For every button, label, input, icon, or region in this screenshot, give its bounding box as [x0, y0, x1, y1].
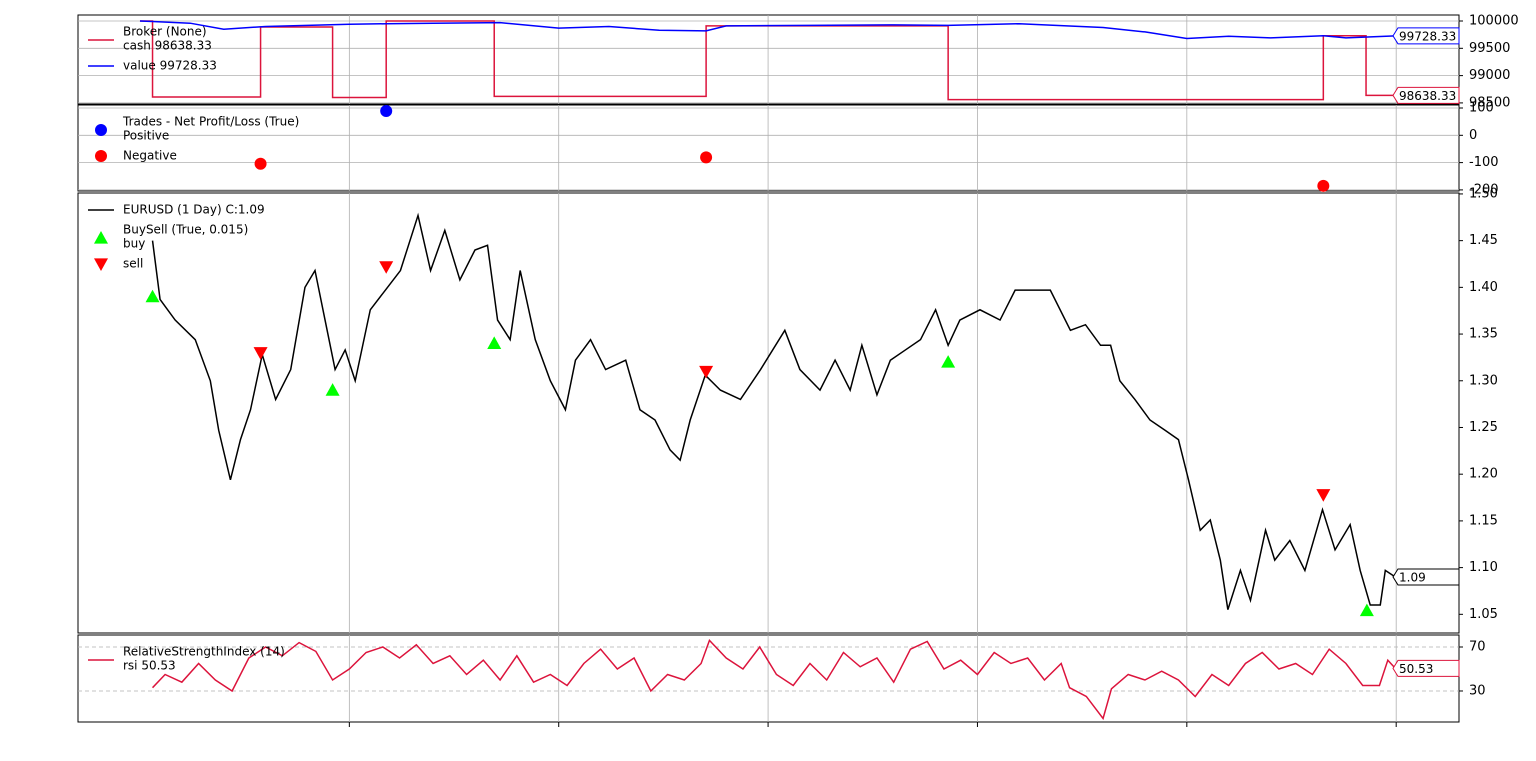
value-box — [1392, 27, 1460, 45]
marker — [145, 289, 160, 303]
y-tick-label: 99000 — [1469, 68, 1510, 83]
legend-label: sell — [123, 257, 143, 271]
y-tick-label: 100 — [1469, 101, 1494, 116]
legend-label: rsi 50.53 — [123, 659, 176, 673]
series-line — [139, 20, 1396, 101]
marker — [699, 365, 714, 379]
legend-group: Broker (None) — [123, 25, 207, 39]
y-tick-label: 100000 — [1469, 14, 1519, 29]
marker — [941, 355, 956, 368]
y-tick-label: 1.50 — [1469, 186, 1498, 201]
marker — [1317, 179, 1330, 192]
marker — [379, 261, 394, 274]
value-label: 1.09 — [1399, 570, 1426, 584]
marker — [487, 336, 502, 350]
legend-group: Trades - Net Profit/Loss (True) — [122, 115, 299, 129]
legend-label: buy — [123, 237, 145, 251]
value-label: 98638.33 — [1399, 89, 1456, 103]
legend-label: Negative — [123, 149, 177, 163]
value-box — [1392, 86, 1460, 104]
series-line — [139, 20, 1396, 40]
panel-frame — [77, 634, 1460, 723]
y-tick-label: -200 — [1469, 182, 1499, 197]
y-tick-label: 70 — [1469, 639, 1486, 654]
marker — [253, 347, 268, 360]
y-tick-label: 1.25 — [1469, 420, 1498, 435]
marker — [700, 151, 713, 164]
y-tick-label: 1.45 — [1469, 233, 1498, 248]
series-line — [151, 212, 1396, 610]
marker — [94, 231, 108, 244]
marker — [1316, 489, 1331, 502]
legend-group: RelativeStrengthIndex (14) — [123, 645, 285, 659]
y-tick-label: 1.30 — [1469, 373, 1498, 388]
marker — [94, 258, 108, 271]
y-tick-label: -100 — [1469, 155, 1499, 170]
y-tick-label: 1.20 — [1469, 467, 1498, 482]
marker — [95, 124, 107, 136]
legend-label: EURUSD (1 Day) C:1.09 — [123, 203, 265, 217]
value-label: 99728.33 — [1399, 29, 1456, 43]
y-tick-label: 98500 — [1469, 95, 1510, 110]
value-box — [1392, 568, 1460, 586]
marker — [325, 383, 340, 396]
value-label: 50.53 — [1399, 662, 1433, 676]
legend-label: value 99728.33 — [123, 59, 217, 73]
legend-label: cash 98638.33 — [123, 39, 212, 53]
marker — [95, 150, 107, 162]
y-tick-label: 1.40 — [1469, 280, 1498, 295]
y-tick-label: 1.05 — [1469, 607, 1498, 622]
y-tick-label: 1.35 — [1469, 327, 1498, 342]
marker — [1359, 603, 1374, 617]
panel-frame — [77, 14, 1460, 105]
marker — [380, 105, 393, 118]
marker — [254, 157, 267, 170]
panel-frame — [77, 192, 1460, 634]
legend-group: BuySell (True, 0.015) — [123, 223, 248, 237]
series-line — [151, 638, 1396, 721]
value-box — [1392, 659, 1460, 677]
y-tick-label: 1.10 — [1469, 560, 1498, 575]
y-tick-label: 99500 — [1469, 41, 1510, 56]
legend-label: Positive — [123, 129, 169, 143]
y-tick-label: 30 — [1469, 683, 1486, 698]
panel-frame — [77, 104, 1460, 192]
y-tick-label: 1.15 — [1469, 513, 1498, 528]
y-tick-label: 0 — [1469, 128, 1477, 143]
